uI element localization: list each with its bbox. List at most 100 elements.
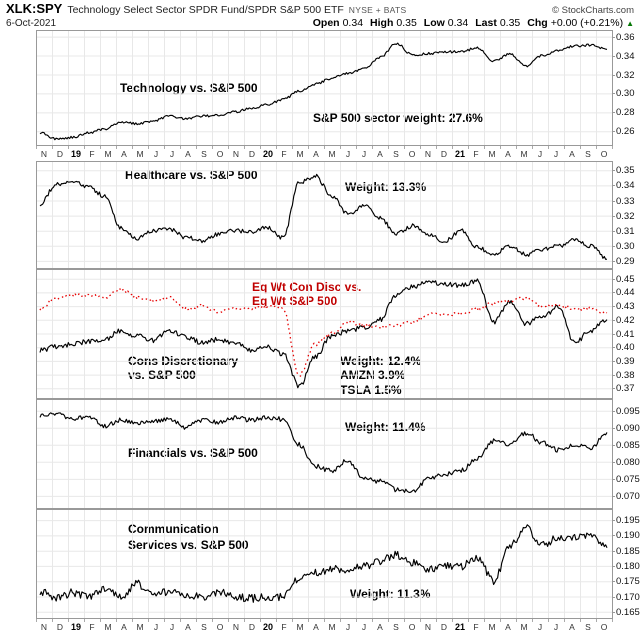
y-tick-label: 0.075: [612, 473, 640, 485]
x-tick-label: A: [121, 622, 127, 632]
x-tick-label: M: [328, 622, 336, 632]
x-tick-label: J: [345, 622, 351, 632]
y-tick-label: 0.45: [612, 273, 635, 285]
x-tick-label: A: [505, 622, 511, 632]
y-tick-label: 0.28: [612, 107, 635, 119]
x-tick-label: 21: [454, 149, 466, 159]
x-tick-label: M: [488, 149, 496, 159]
x-tick-label: S: [201, 149, 207, 159]
line-chart-panel-4: [36, 509, 613, 619]
healthcare-title: Healthcare vs. S&P 500: [125, 168, 258, 182]
y-axis-labels: 0.095 0.090 0.085 0.080 0.075 0.070: [612, 399, 640, 509]
y-tick-label: 0.195: [612, 515, 640, 527]
y-tick-label: 0.32: [612, 210, 635, 222]
x-tick-label: M: [104, 149, 112, 159]
x-tick-label: N: [424, 622, 432, 632]
x-tick-label: D: [440, 622, 448, 632]
x-axis-bottom: N D 19 F M A M J J A S O N D 20 F M A M J J A S O N D 21 F M A M J J A S O: [0, 619, 640, 634]
y-axis-labels: 0.36 0.34 0.32 0.30 0.28 0.26: [612, 30, 640, 146]
x-tick-label: F: [473, 149, 479, 159]
quote-open: Open 0.34: [312, 17, 364, 29]
y-tick-label: 0.29: [612, 255, 635, 267]
y-tick-label: 0.34: [612, 50, 635, 62]
eqwt-legend-line2: Eq Wt S&P 500: [252, 294, 338, 308]
y-tick-label: 0.30: [612, 240, 635, 252]
y-tick-label: 0.085: [612, 439, 640, 451]
x-tick-label: O: [408, 149, 416, 159]
x-tick-label: J: [153, 149, 159, 159]
x-tick-label: A: [185, 622, 191, 632]
x-tick-label: M: [296, 622, 304, 632]
x-tick-label: 20: [262, 149, 274, 159]
healthcare-weight-annotation: Weight: 13.3%: [345, 180, 427, 194]
eqwt-legend-line1: Eq Wt Con Disc vs.: [252, 280, 362, 294]
x-tick-label: D: [56, 149, 64, 159]
y-tick-label: 0.38: [612, 369, 635, 381]
y-tick-label: 0.31: [612, 225, 635, 237]
x-tick-label: M: [520, 149, 528, 159]
ratio-line: [39, 412, 608, 494]
ratio-line: [39, 278, 608, 389]
x-tick-label: O: [216, 622, 224, 632]
x-tick-label: M: [296, 149, 304, 159]
x-tick-label: M: [136, 149, 144, 159]
x-tick-label: M: [488, 622, 496, 632]
header-title-row: XLK:SPY Technology Select Sector SPDR Fu…: [0, 0, 640, 16]
y-tick-label: 0.080: [612, 456, 640, 468]
y-tick-label: 0.190: [612, 530, 640, 542]
y-tick-label: 0.185: [612, 545, 640, 557]
y-tick-label: 0.34: [612, 180, 635, 192]
x-tick-label: A: [121, 149, 127, 159]
panel-healthcare: Healthcare vs. S&P 500 Weight: 13.3% 0.3…: [0, 161, 640, 269]
x-tick-label: F: [473, 622, 479, 632]
technology-title: Technology vs. S&P 500: [120, 81, 258, 95]
x-tick-label: A: [377, 149, 383, 159]
tsla-weight-annotation: TSLA 1.5%: [340, 383, 402, 397]
fund-name: Technology Select Sector SPDR Fund/SPDR …: [67, 4, 344, 16]
x-tick-label: 20: [262, 622, 274, 632]
x-tick-label: N: [232, 622, 240, 632]
chart-header: XLK:SPY Technology Select Sector SPDR Fu…: [0, 0, 640, 30]
x-tick-label: S: [393, 149, 399, 159]
x-tick-label: 19: [70, 622, 82, 632]
x-tick-label: N: [40, 149, 48, 159]
quote-date: 6-Oct-2021: [6, 18, 57, 29]
x-tick-label: S: [585, 622, 591, 632]
x-tick-label: M: [520, 622, 528, 632]
x-tick-label: M: [104, 622, 112, 632]
x-tick-label: A: [185, 149, 191, 159]
eqwt-dotted-line: [39, 287, 608, 377]
x-tick-label: O: [408, 622, 416, 632]
quote-last: Last 0.35: [475, 17, 521, 29]
x-tick-label: D: [248, 149, 256, 159]
panel-financials: Weight: 11.4% Financials vs. S&P 500 0.0…: [0, 399, 640, 509]
quote-high: High 0.35: [370, 17, 417, 29]
x-tick-label: S: [585, 149, 591, 159]
y-tick-label: 0.37: [612, 383, 635, 395]
panel-cons-discretionary: Eq Wt Con Disc vs. Eq Wt S&P 500 Cons Di…: [0, 269, 640, 399]
x-tick-label: F: [89, 622, 95, 632]
line-chart-panel-3: [36, 399, 613, 509]
x-tick-label: J: [537, 622, 543, 632]
quote-change: Chg +0.00 (+0.21%): [527, 17, 624, 29]
x-tick-label: F: [89, 149, 95, 159]
x-tick-label: 21: [454, 622, 466, 632]
y-tick-label: 0.30: [612, 88, 635, 100]
y-tick-label: 0.43: [612, 301, 635, 313]
x-tick-label: F: [281, 622, 287, 632]
y-tick-label: 0.33: [612, 195, 635, 207]
x-tick-label: J: [553, 149, 559, 159]
x-tick-label: A: [313, 149, 319, 159]
x-tick-label: N: [424, 149, 432, 159]
y-tick-label: 0.42: [612, 314, 635, 326]
y-tick-label: 0.095: [612, 405, 640, 417]
x-tick-label: O: [600, 149, 608, 159]
y-tick-label: 0.180: [612, 560, 640, 572]
line-chart-panel-0: [36, 30, 613, 146]
ticker-symbol: XLK:SPY: [6, 1, 63, 16]
x-tick-label: J: [537, 149, 543, 159]
y-tick-label: 0.36: [612, 31, 635, 43]
ratio-line: [39, 524, 608, 603]
y-tick-label: 0.35: [612, 165, 635, 177]
